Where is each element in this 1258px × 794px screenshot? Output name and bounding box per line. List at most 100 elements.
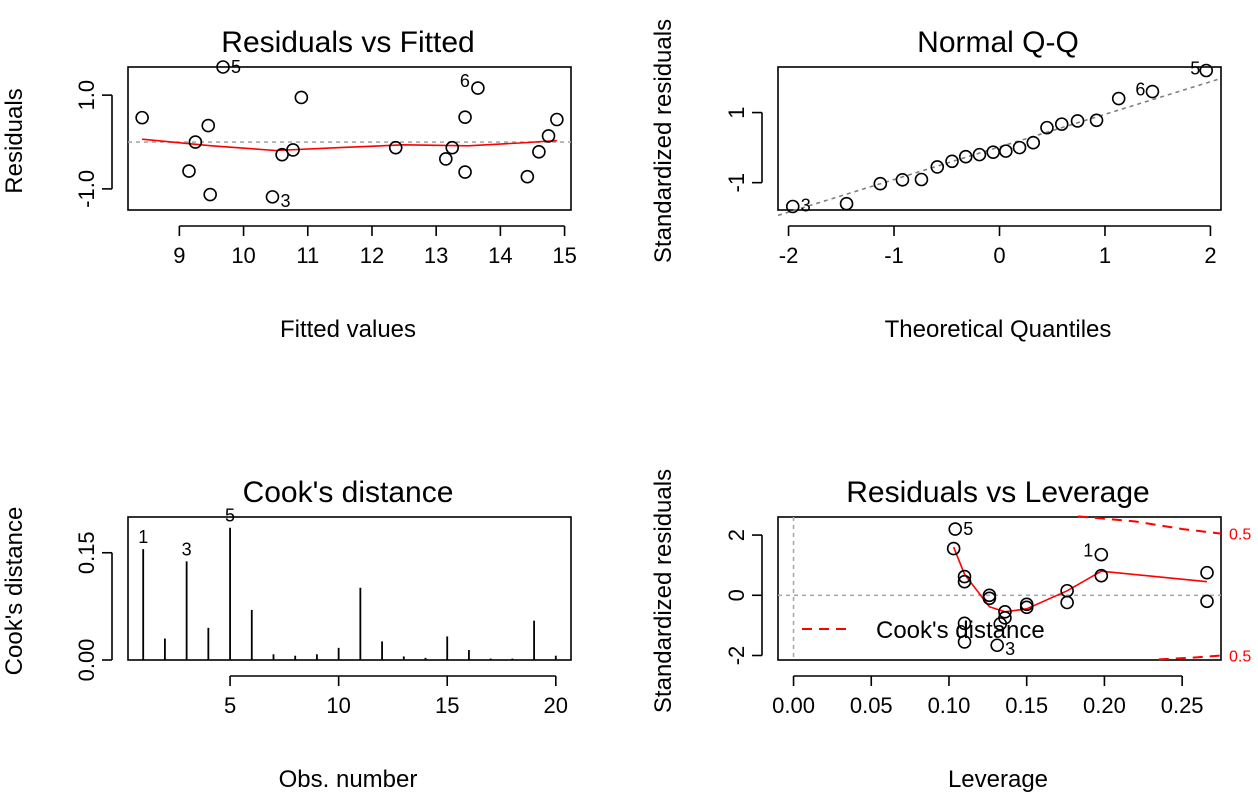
cooks-distance-x-tick-label: 5 xyxy=(224,693,236,718)
residuals-vs-fitted-point xyxy=(471,81,485,95)
residuals-vs-fitted-title: Residuals vs Fitted xyxy=(221,26,474,59)
residuals-vs-leverage-point xyxy=(957,635,972,649)
normal-qq-point xyxy=(1111,91,1126,106)
residuals-vs-fitted-x-tick-label: 14 xyxy=(488,243,512,268)
residuals-vs-leverage-y-tick-label: 2 xyxy=(724,529,749,541)
normal-qq-point xyxy=(839,196,854,211)
residuals-vs-leverage-point xyxy=(1200,594,1214,609)
normal-qq-x-tick-label: -2 xyxy=(779,243,799,268)
residuals-vs-fitted-point xyxy=(388,140,403,155)
cooks-distance-plot-frame xyxy=(127,516,572,661)
residuals-vs-fitted-point-label: 6 xyxy=(460,71,470,91)
normal-qq-point xyxy=(986,145,1000,159)
residuals-vs-fitted-point xyxy=(201,118,216,133)
normal-qq-point xyxy=(945,154,959,169)
cooks-distance-plot-area: 5 10 15 20 0.00 0.15 1 3 5 xyxy=(74,506,572,718)
cooks-contour-label: 0.5 xyxy=(1229,527,1251,544)
residuals-vs-leverage-x-tick-label: 0.25 xyxy=(1161,693,1204,718)
residuals-vs-fitted-point xyxy=(439,152,453,166)
residuals-vs-leverage-point xyxy=(957,569,972,584)
smooth-trend-line xyxy=(142,138,557,152)
normal-qq-point xyxy=(914,172,929,187)
residuals-vs-fitted-point xyxy=(182,164,196,178)
residuals-vs-fitted-point xyxy=(265,190,280,204)
residuals-vs-leverage-point xyxy=(946,541,961,556)
cooks-distance-y-tick-label: 0.15 xyxy=(74,531,99,574)
normal-qq-ylabel: Standardized residuals xyxy=(650,19,677,263)
residuals-vs-leverage-point xyxy=(1060,595,1074,610)
residuals-vs-fitted-xlabel: Fitted values xyxy=(280,316,416,343)
normal-qq-x-tick-label: 2 xyxy=(1204,243,1216,268)
residuals-vs-fitted-plot-frame xyxy=(127,66,572,211)
residuals-vs-fitted-point xyxy=(286,143,300,157)
residuals-vs-fitted-point xyxy=(458,165,472,179)
residuals-vs-leverage-point xyxy=(957,574,972,589)
cooks-distance-contour xyxy=(1158,654,1222,661)
cooks-distance-x-tick-label: 20 xyxy=(544,693,568,718)
normal-qq-point xyxy=(930,160,945,174)
residuals-vs-fitted-x-tick-label: 9 xyxy=(173,243,185,268)
legend-label: Cook's distance xyxy=(876,617,1045,644)
normal-qq-point xyxy=(1145,84,1160,99)
residuals-vs-leverage-point-label: 5 xyxy=(963,519,973,539)
residuals-vs-leverage-point-label: 3 xyxy=(1005,639,1015,659)
normal-qq-point xyxy=(999,144,1013,158)
normal-qq-x-tick-label: 0 xyxy=(993,243,1005,268)
normal-qq-point xyxy=(1012,140,1027,155)
residuals-vs-leverage-point xyxy=(1094,568,1109,583)
cooks-distance-point-label: 5 xyxy=(225,506,235,526)
normal-qq-panel: Normal Q-Q Theoretical Quantiles Standar… xyxy=(650,19,1222,343)
residuals-vs-leverage-x-tick-label: 0.20 xyxy=(1083,693,1126,718)
residuals-vs-leverage-xlabel: Leverage xyxy=(948,766,1048,793)
cooks-distance-panel: Cook's distance Obs. number Cook's dista… xyxy=(1,476,572,793)
residuals-vs-fitted-y-tick-label: 1.0 xyxy=(74,80,99,111)
residuals-vs-fitted-point xyxy=(520,169,535,184)
residuals-vs-leverage-point xyxy=(1200,565,1214,580)
normal-qq-point xyxy=(1026,135,1041,150)
residuals-vs-fitted-y-tick-label: -1.0 xyxy=(74,170,99,208)
residuals-vs-leverage-point xyxy=(1094,547,1109,562)
normal-qq-point-label: 3 xyxy=(801,195,811,215)
residuals-vs-fitted-point xyxy=(550,112,564,127)
residuals-vs-leverage-point xyxy=(957,616,972,631)
residuals-vs-leverage-point xyxy=(948,522,963,536)
qq-reference-line xyxy=(777,77,1222,217)
cooks-distance-ylabel: Cook's distance xyxy=(1,507,28,676)
residuals-vs-leverage-x-tick-label: 0.10 xyxy=(928,693,971,718)
normal-qq-point xyxy=(1199,63,1214,78)
residuals-vs-fitted-point-label: 5 xyxy=(231,57,241,77)
residuals-vs-fitted-ylabel: Residuals xyxy=(1,88,28,193)
normal-qq-point xyxy=(873,176,888,191)
cooks-distance-title: Cook's distance xyxy=(243,476,454,509)
cooks-distance-x-tick-label: 10 xyxy=(326,693,350,718)
normal-qq-point xyxy=(958,149,973,164)
residuals-vs-fitted-x-tick-label: 15 xyxy=(552,243,576,268)
cooks-distance-xlabel: Obs. number xyxy=(279,766,418,793)
normal-qq-point xyxy=(1040,120,1054,135)
residuals-vs-fitted-point xyxy=(445,140,460,155)
residuals-vs-leverage-plot-area: 0.00 0.05 0.10 0.15 0.20 0.25 -2 0 2 5 3 1 0.5 0.5 xyxy=(724,515,1251,718)
cooks-distance-legend: Cook's distance xyxy=(802,617,1045,644)
normal-qq-x-tick-label: -1 xyxy=(884,243,904,268)
residuals-vs-fitted-point xyxy=(135,110,149,125)
residuals-vs-leverage-point xyxy=(998,605,1012,619)
residuals-vs-leverage-panel: Residuals vs Leverage Leverage Standardi… xyxy=(650,469,1251,793)
residuals-vs-fitted-point-label: 3 xyxy=(280,191,290,211)
residuals-vs-leverage-point xyxy=(990,638,1004,653)
residuals-vs-fitted-x-tick-label: 10 xyxy=(231,243,255,268)
residuals-vs-leverage-y-tick-label: 0 xyxy=(724,589,749,601)
normal-qq-point xyxy=(895,173,910,187)
smooth-trend-line xyxy=(952,546,1208,613)
cooks-distance-point-label: 3 xyxy=(182,539,192,559)
normal-qq-point xyxy=(1089,113,1104,128)
residuals-vs-leverage-y-tick-label: -2 xyxy=(724,646,749,666)
residuals-vs-leverage-ylabel: Standardized residuals xyxy=(650,469,677,713)
normal-qq-y-tick-label: -1 xyxy=(724,173,749,193)
residuals-vs-fitted-point xyxy=(188,135,203,149)
normal-qq-title: Normal Q-Q xyxy=(917,26,1079,59)
residuals-vs-fitted-point xyxy=(532,145,546,159)
residuals-vs-fitted-point xyxy=(458,110,472,124)
cooks-distance-point-label: 1 xyxy=(138,527,148,547)
residuals-vs-fitted-panel: Residuals vs Fitted Fitted values Residu… xyxy=(1,26,577,343)
